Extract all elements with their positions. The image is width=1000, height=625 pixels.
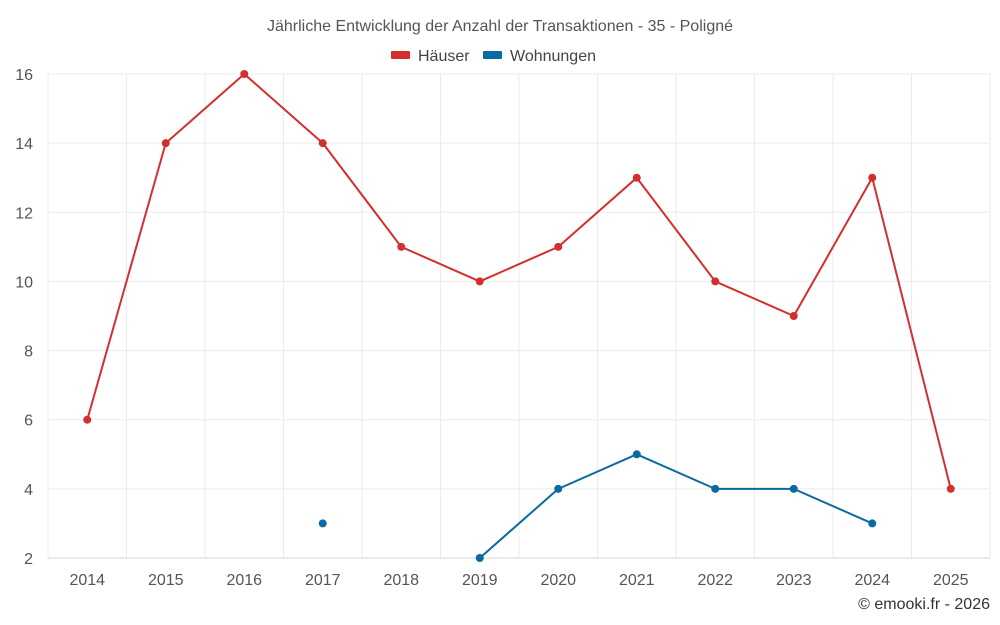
chart-title: Jährliche Entwicklung der Anzahl der Tra… xyxy=(267,18,733,35)
x-tick-label: 2019 xyxy=(462,572,498,589)
data-point[interactable] xyxy=(318,519,327,528)
x-tick-label: 2015 xyxy=(148,572,184,589)
series xyxy=(83,70,955,562)
x-tick-label: 2025 xyxy=(933,572,969,589)
y-tick-label: 14 xyxy=(15,136,33,153)
data-point[interactable] xyxy=(161,139,170,148)
data-point[interactable] xyxy=(789,312,798,320)
data-point[interactable] xyxy=(868,519,877,528)
series-line xyxy=(86,73,952,490)
x-tick-label: 2018 xyxy=(383,572,419,589)
x-tick-label: 2021 xyxy=(619,572,655,589)
x-tick-label: 2016 xyxy=(226,572,262,589)
y-tick-label: 4 xyxy=(24,482,33,499)
x-axis-ticks: 2014 2015 2016 2017 2018 2019 2020 2021 2022 2023… xyxy=(69,572,968,589)
data-point[interactable] xyxy=(946,484,955,493)
y-tick-label: 6 xyxy=(24,413,33,430)
series-wohnungen xyxy=(318,450,877,562)
data-point[interactable] xyxy=(632,450,641,459)
data-point[interactable] xyxy=(789,484,798,493)
x-tick-label: 2023 xyxy=(776,572,812,589)
legend-swatch xyxy=(483,51,502,59)
data-point[interactable] xyxy=(475,277,484,286)
x-tick-label: 2022 xyxy=(697,572,733,589)
data-point[interactable] xyxy=(711,484,720,493)
y-tick-label: 12 xyxy=(15,205,33,222)
x-tick-label: 2014 xyxy=(69,572,105,589)
data-point[interactable] xyxy=(632,173,641,182)
legend-item-haeuser[interactable]: Häuser xyxy=(391,48,470,65)
data-point[interactable] xyxy=(318,139,327,148)
series-haeuser xyxy=(83,70,955,493)
series-line xyxy=(479,453,873,559)
data-point[interactable] xyxy=(868,173,877,182)
data-point[interactable] xyxy=(397,242,406,251)
y-axis-ticks: 2 4 6 8 10 12 14 16 xyxy=(15,67,33,568)
x-tick-label: 2024 xyxy=(854,572,890,589)
legend-label: Wohnungen xyxy=(510,48,596,65)
x-tick-label: 2017 xyxy=(305,572,341,589)
data-point[interactable] xyxy=(475,554,484,562)
y-tick-label: 8 xyxy=(24,344,33,361)
credit-text: © emooki.fr - 2026 xyxy=(858,596,990,613)
grid xyxy=(47,73,991,559)
y-tick-label: 16 xyxy=(15,67,33,84)
y-tick-label: 10 xyxy=(15,274,33,291)
data-point[interactable] xyxy=(554,242,563,251)
legend[interactable]: Häuser Wohnungen xyxy=(391,48,596,65)
y-tick-label: 2 xyxy=(24,551,33,568)
legend-label: Häuser xyxy=(418,48,470,65)
data-point[interactable] xyxy=(554,484,563,493)
legend-swatch xyxy=(391,51,410,59)
x-tick-label: 2020 xyxy=(540,572,576,589)
data-point[interactable] xyxy=(83,415,92,424)
legend-item-wohnungen[interactable]: Wohnungen xyxy=(483,48,596,65)
data-point[interactable] xyxy=(711,277,720,286)
data-point[interactable] xyxy=(240,70,249,78)
